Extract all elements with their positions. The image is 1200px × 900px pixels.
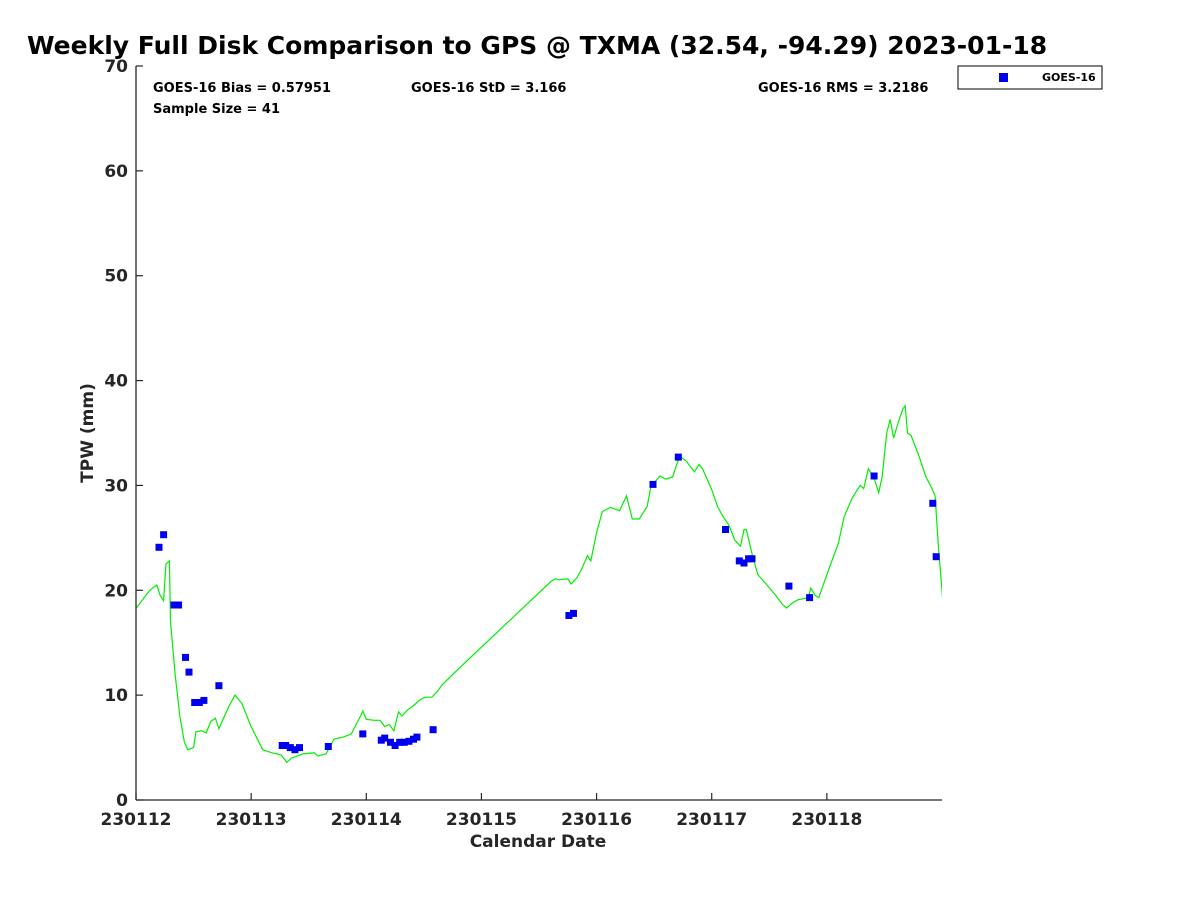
goes16-point-28	[570, 609, 577, 617]
legend: GOES-16	[957, 65, 1103, 90]
legend-box	[957, 65, 1103, 90]
goes16-point-21	[396, 738, 404, 746]
goes16-point-14	[296, 744, 303, 752]
plot-area	[136, 66, 942, 800]
goes16-point-29	[649, 480, 657, 488]
y-tick-label-70: 70	[104, 57, 128, 77]
stat-rms: GOES-16 RMS = 3.2186	[758, 81, 928, 96]
x-tick-label-230116: 230116	[561, 810, 632, 830]
goes16-point-32	[735, 557, 743, 565]
goes16-point-8	[200, 696, 208, 704]
goes16-point-22	[400, 738, 408, 746]
x-tick-label-230112: 230112	[101, 810, 172, 830]
y-tick-label-0: 0	[116, 791, 128, 811]
goes16-point-30	[674, 453, 682, 461]
goes16-point-18	[381, 734, 389, 742]
goes16-point-7	[195, 699, 203, 706]
goes16-point-0	[155, 543, 163, 551]
goes16-point-40	[932, 553, 940, 561]
goes16-point-9	[215, 682, 223, 690]
goes16-point-37	[806, 594, 814, 602]
y-tick-label-40: 40	[104, 372, 128, 392]
x-tick-label-230115: 230115	[446, 810, 517, 830]
stat-sample-size: Sample Size = 41	[153, 102, 280, 117]
goes16-point-31	[722, 526, 729, 533]
goes16-point-11	[282, 742, 290, 749]
stat-std: GOES-16 StD = 3.166	[411, 81, 566, 96]
x-tick-label-230113: 230113	[216, 810, 287, 830]
goes16-point-2	[170, 601, 178, 609]
y-tick-label-50: 50	[104, 267, 128, 287]
goes16-point-1	[160, 531, 168, 539]
axes: 0 10 20 30 40 50 60 70 230112 230113 230114 230115 2…	[101, 57, 942, 830]
goes16-points-layer	[155, 453, 940, 754]
gps-tpw-line	[136, 404, 942, 764]
goes16-point-25	[413, 733, 421, 741]
stat-bias: GOES-16 Bias = 0.57951	[153, 81, 331, 96]
goes16-point-20	[391, 742, 399, 749]
goes16-point-16	[359, 730, 367, 738]
goes16-point-3	[175, 601, 183, 609]
goes16-point-23	[405, 737, 413, 745]
goes16-point-12	[286, 744, 294, 752]
goes16-point-27	[565, 612, 573, 619]
goes16-point-15	[324, 743, 332, 750]
y-tick-label-30: 30	[104, 476, 128, 496]
goes16-point-36	[785, 582, 793, 590]
goes16-point-26	[429, 726, 437, 734]
legend-marker-goes16	[999, 73, 1008, 82]
y-tick-label-60: 60	[104, 162, 128, 182]
y-axis-label: TPW (mm)	[78, 383, 98, 483]
goes16-point-13	[291, 746, 299, 754]
goes16-point-5	[185, 668, 193, 676]
goes16-point-4	[182, 653, 189, 661]
goes16-point-6	[191, 699, 199, 706]
x-tick-label-230114: 230114	[331, 810, 402, 830]
goes16-point-33	[740, 559, 748, 567]
legend-label-goes16: GOES-16	[1042, 71, 1096, 84]
x-tick-label-230118: 230118	[791, 810, 862, 830]
goes16-point-19	[387, 738, 394, 746]
y-tick-label-20: 20	[104, 581, 128, 601]
y-tick-label-10: 10	[104, 686, 128, 706]
chart-title: Weekly Full Disk Comparison to GPS @ TXM…	[27, 31, 1047, 60]
plot-background	[136, 66, 942, 800]
gps-line-layer	[136, 404, 942, 764]
goes16-point-35	[748, 555, 756, 563]
x-axis-label: Calendar Date	[470, 832, 607, 852]
goes16-point-38	[870, 472, 878, 480]
x-tick-label-230117: 230117	[676, 810, 747, 830]
goes16-point-39	[929, 499, 937, 507]
